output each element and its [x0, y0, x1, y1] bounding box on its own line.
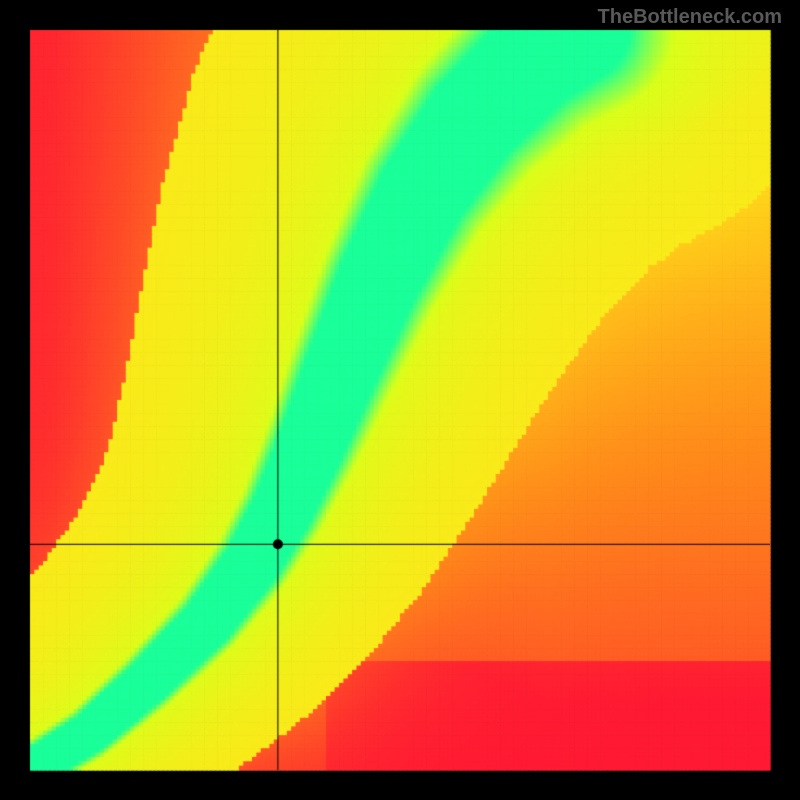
watermark-text: TheBottleneck.com [598, 6, 782, 29]
chart-container: TheBottleneck.com [0, 0, 800, 800]
heatmap-canvas [0, 0, 800, 800]
